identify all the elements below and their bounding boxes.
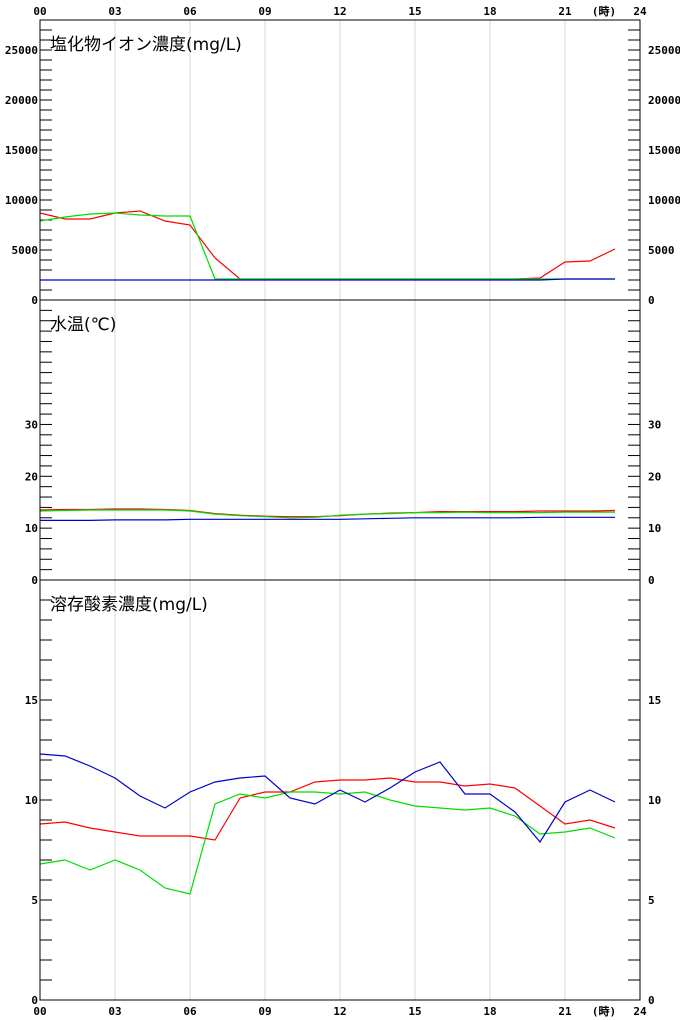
y-tick-label-left: 20 [25, 470, 38, 483]
y-tick-label-left: 0 [31, 574, 38, 587]
x-tick-label-bottom: 09 [258, 1005, 271, 1018]
x-tick-label-top: 00 [33, 5, 46, 18]
series-line-blue [39, 753, 616, 844]
series-line-red [39, 210, 616, 280]
series-line-green [39, 509, 615, 519]
series-line-green [39, 212, 615, 280]
x-tick-label-bottom: 00 [33, 1005, 46, 1018]
y-tick-label-left: 30 [25, 418, 38, 431]
y-tick-label-right: 5 [648, 894, 655, 907]
y-tick-label-right: 0 [648, 294, 655, 307]
x-tick-label-top: 21 [558, 5, 572, 18]
series-line-blue [40, 278, 615, 281]
y-tick-label-right: 10 [648, 794, 661, 807]
series-line-blue [40, 516, 615, 522]
panel-title: 水温(℃) [50, 315, 116, 335]
y-tick-label-right: 15000 [648, 144, 680, 157]
y-tick-label-right: 20000 [648, 94, 680, 107]
x-tick-label-bottom: 06 [183, 1005, 197, 1018]
y-tick-label-left: 10000 [5, 194, 38, 207]
y-tick-label-left: 5 [31, 894, 38, 907]
y-tick-label-left: 10 [25, 794, 38, 807]
panel-title: 塩化物イオン濃度(mg/L) [50, 35, 242, 55]
panel-title: 溶存酸素濃度(mg/L) [50, 595, 208, 615]
y-tick-label-left: 0 [31, 994, 38, 1007]
y-tick-label-left: 15000 [5, 144, 38, 157]
y-tick-label-right: 5000 [648, 244, 675, 257]
x-tick-label-top: 15 [408, 5, 421, 18]
x-tick-label-bottom: 24 [633, 1005, 647, 1018]
y-tick-label-right: 10000 [648, 194, 680, 207]
y-tick-label-left: 15 [25, 694, 38, 707]
x-unit-label-top: (時) [592, 4, 616, 18]
x-tick-label-top: 18 [483, 5, 496, 18]
x-unit-label-bottom: (時) [592, 1004, 616, 1018]
series-line-red [39, 777, 616, 841]
y-tick-label-right: 20 [648, 470, 661, 483]
x-tick-label-top: 09 [258, 5, 271, 18]
y-tick-label-left: 20000 [5, 94, 38, 107]
x-tick-label-top: 12 [333, 5, 346, 18]
x-tick-label-bottom: 15 [408, 1005, 421, 1018]
y-tick-label-left: 25000 [5, 44, 38, 57]
y-tick-label-right: 0 [648, 574, 655, 587]
y-tick-label-right: 25000 [648, 44, 680, 57]
x-tick-label-bottom: 03 [108, 1005, 121, 1018]
y-tick-label-right: 15 [648, 694, 661, 707]
y-tick-label-right: 0 [648, 994, 655, 1007]
y-tick-label-right: 30 [648, 418, 661, 431]
plot-frame [39, 19, 641, 1001]
y-tick-label-right: 10 [648, 522, 661, 535]
x-tick-label-bottom: 12 [333, 1005, 346, 1018]
x-tick-label-bottom: 18 [483, 1005, 496, 1018]
y-tick-label-left: 0 [31, 294, 38, 307]
x-tick-label-bottom: 21 [558, 1005, 572, 1018]
x-tick-label-top: 06 [183, 5, 197, 18]
y-tick-label-left: 5000 [12, 244, 39, 257]
x-tick-label-top: 24 [633, 5, 647, 18]
x-tick-label-top: 03 [108, 5, 121, 18]
y-tick-label-left: 10 [25, 522, 38, 535]
series-line-green [39, 791, 616, 895]
